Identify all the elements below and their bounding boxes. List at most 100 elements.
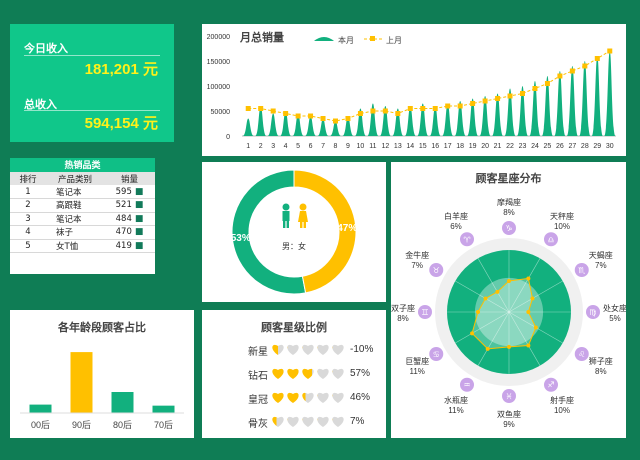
divider [24,55,160,56]
table-row: 2 高跟鞋 521 ■ [10,198,155,213]
x-tick-label: 2 [259,143,263,150]
previous-month-marker [420,106,426,111]
current-month-spike [442,103,454,136]
zodiac-percent: 8% [503,208,515,217]
heart-icon [332,344,344,355]
zodiac-label: 双鱼座 [497,409,521,419]
heart-icon [287,392,299,403]
radar-spoke [508,311,541,366]
zodiac-symbol: ♈ [463,235,470,244]
current-month-spike [417,103,429,136]
x-tick-label: 16 [431,143,439,150]
y-tick-label: 0 [226,134,230,141]
revenue-panel: 今日收入 181,201 元 总收入 594,154 元 [10,24,174,142]
zodiac-label: 白羊座 [444,211,468,221]
heart-icon [317,416,329,427]
zodiac-percent: 8% [595,367,607,376]
radar-point [533,325,538,330]
previous-month-marker [594,56,600,61]
zodiac-symbol-icon [429,347,444,361]
radar-spoke [477,311,510,366]
tshirt-icon: ■ [134,200,144,211]
x-tick-label: 12 [381,143,389,150]
tshirt-icon: ■ [134,240,144,251]
zodiac-symbol-icon [460,377,474,392]
heart-rating [272,344,344,355]
sales-cell: 521 ■ [104,198,155,213]
total-revenue-label: 总收入 [24,99,57,111]
zodiac-symbol-icon [544,377,558,392]
zodiac-symbol: ♐ [547,381,554,390]
star-level-percent: -10% [350,344,374,355]
total-revenue-value: 594,154 元 [84,115,158,132]
x-tick-label: 9 [346,143,350,150]
heart-icon [302,344,314,355]
zodiac-symbol-icon [544,232,558,247]
age-category-label: 70后 [154,420,173,430]
tshirt-icon: ■ [134,213,144,224]
radar-spoke [508,280,563,313]
x-tick-label: 10 [357,143,365,150]
zodiac-percent: 11% [409,367,424,376]
x-tick-label: 13 [394,143,402,150]
current-month-spike [554,71,566,136]
x-tick-label: 8 [334,143,338,150]
heart-icon [302,368,314,379]
previous-month-marker [495,96,501,101]
tshirt-icon: ■ [134,227,144,238]
category-cell: 高跟鞋 [46,198,104,213]
previous-month-marker [507,93,513,99]
x-tick-label: 23 [519,143,527,150]
sales-cell: 470 ■ [104,225,155,240]
zodiac-symbol-icon [502,389,516,403]
previous-month-marker [482,98,488,104]
current-month-spike [491,93,504,136]
age-bar [152,405,175,413]
age-bar-chart: 00后 90后 80后 70后 [20,352,184,430]
category-cell: 笔记本 [46,185,104,199]
previous-month-marker [457,103,463,109]
monthly-sales-panel: 月总销量 本月 上月 0 50000 100000 150000 200000 1 2 3 4 5 6 7 8… [202,24,626,156]
zodiac-label: 天蝎座 [589,250,613,260]
zodiac-symbol: ♒ [463,381,470,390]
x-tick-label: 25 [544,143,552,150]
current-month-spike [317,118,329,136]
y-tick-label: 200000 [207,34,230,41]
radar-point [485,346,490,351]
x-tick-label: 3 [271,143,275,150]
x-tick-label: 4 [284,143,288,150]
donut-slice [231,169,307,295]
zodiac-percent: 7% [411,261,423,270]
sales-cell: 484 ■ [104,212,155,226]
zodiac-label: 双子座 [391,303,415,313]
radar-point [495,289,500,294]
heart-rating [272,392,344,403]
previous-month-marker [320,116,326,121]
zodiac-percent: 9% [503,420,515,429]
heart-icon [332,416,344,427]
current-month-spike [467,98,479,136]
radar-spoke [508,258,541,313]
previous-month-marker [582,63,588,69]
x-tick-label: 17 [444,143,452,150]
current-month-spike [354,108,367,136]
star-level-percent: 7% [350,416,365,427]
current-month-spike [454,101,466,136]
zodiac-symbol-icon [429,263,444,277]
star-level-row: 皇冠 46% [202,388,386,408]
star-level-label: 新星 [248,347,268,358]
x-tick-label: 27 [568,143,576,150]
legend-previous: 上月 [386,36,402,45]
rank-cell: 3 [10,212,46,226]
radar-point [526,276,531,281]
zodiac-label: 处女座 [603,303,626,313]
column-header-category: 产品类别 [46,172,104,185]
zodiac-percent: 7% [595,261,607,270]
x-tick-label: 26 [556,143,564,150]
current-month-spike [255,106,267,136]
previous-month-marker [520,91,525,96]
donut-slice [293,169,357,294]
zodiac-label: 金牛座 [405,250,429,260]
previous-month-marker [557,73,563,79]
